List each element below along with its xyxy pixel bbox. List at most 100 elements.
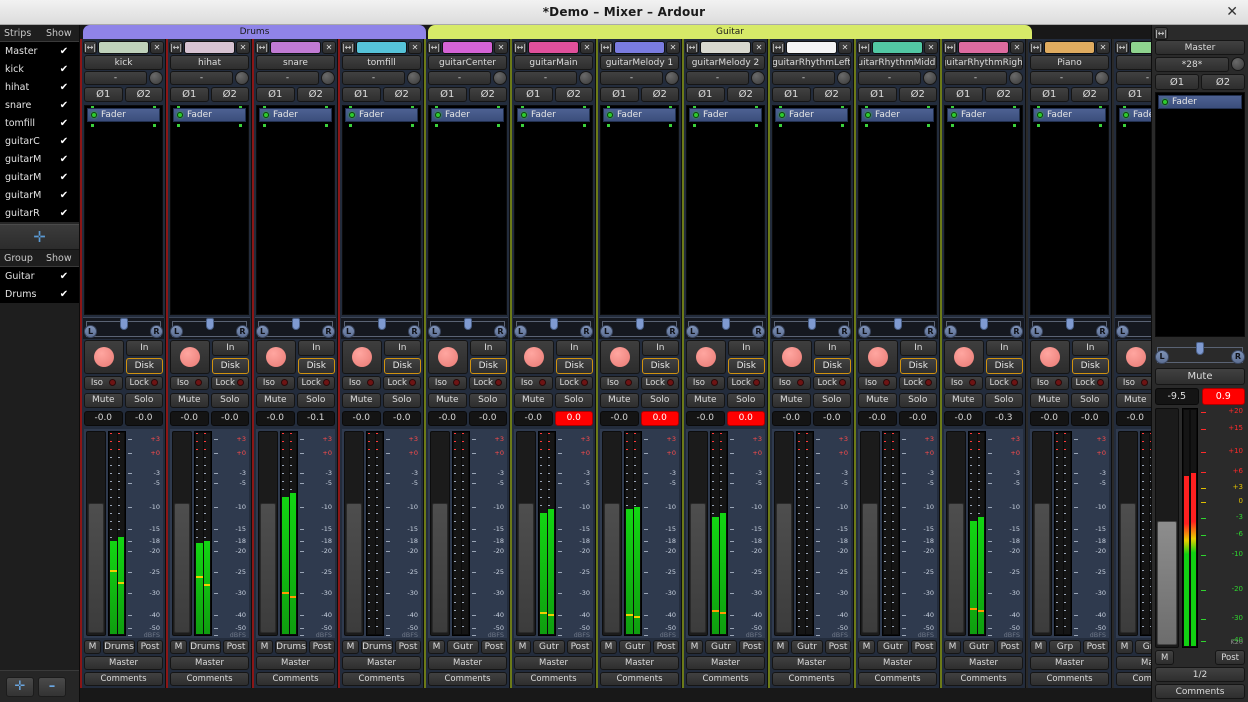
- strip-list-item[interactable]: guitarM ✔: [0, 150, 79, 168]
- solo-button[interactable]: Solo: [812, 392, 851, 408]
- trim-knob[interactable]: [407, 71, 421, 85]
- strip-color-swatch[interactable]: [270, 40, 321, 54]
- strip-color-swatch[interactable]: [786, 40, 837, 54]
- comments-button[interactable]: Comments: [514, 672, 593, 686]
- fader-cap[interactable]: [948, 502, 964, 633]
- trim-knob[interactable]: [1095, 71, 1109, 85]
- strip-color-swatch[interactable]: [184, 40, 235, 54]
- strip-visible-checkbox[interactable]: ✔: [59, 45, 69, 57]
- master-processor-box[interactable]: Fader: [1155, 92, 1245, 337]
- solo-lock-button[interactable]: Lock: [1070, 375, 1109, 390]
- meter-point-button[interactable]: Post: [567, 640, 593, 654]
- output-button[interactable]: Master: [84, 656, 163, 670]
- meter-point-button[interactable]: Post: [395, 640, 421, 654]
- metering-button[interactable]: M: [170, 640, 187, 654]
- strip-input-button[interactable]: -: [944, 71, 1007, 85]
- peak-display[interactable]: 0.0: [640, 410, 679, 426]
- record-arm-button[interactable]: [84, 339, 124, 374]
- strip-list-item[interactable]: Master ✔: [0, 42, 79, 60]
- gain-display[interactable]: -0.0: [686, 410, 725, 426]
- strip-visible-checkbox[interactable]: ✔: [59, 63, 69, 75]
- output-button[interactable]: Master: [944, 656, 1023, 670]
- group-tab[interactable]: Drums: [83, 25, 426, 39]
- strip-input-button[interactable]: -: [256, 71, 319, 85]
- strip-width-icon[interactable]: |↔|: [169, 40, 183, 54]
- trim-knob[interactable]: [1009, 71, 1023, 85]
- panner-right-label[interactable]: R: [924, 324, 937, 338]
- panner-handle[interactable]: [721, 317, 730, 330]
- gain-fader[interactable]: [1118, 430, 1138, 636]
- panner-left-label[interactable]: L: [600, 324, 613, 338]
- panner-right-label[interactable]: R: [236, 324, 249, 338]
- group-button[interactable]: Drums: [361, 640, 393, 654]
- processor-fader[interactable]: Fader: [259, 108, 332, 122]
- output-button[interactable]: Master: [170, 656, 249, 670]
- strip-list-item[interactable]: hihat ✔: [0, 78, 79, 96]
- solo-iso-button[interactable]: Iso: [686, 375, 725, 390]
- processor-box[interactable]: Fader: [1116, 105, 1151, 315]
- record-arm-button[interactable]: [600, 339, 640, 374]
- meter-point-button[interactable]: Post: [911, 640, 937, 654]
- processor-box[interactable]: Fader: [1030, 105, 1109, 315]
- strip-close-icon[interactable]: ✕: [1010, 40, 1024, 54]
- output-button[interactable]: Master: [772, 656, 851, 670]
- solo-lock-button[interactable]: Lock: [640, 375, 679, 390]
- group-button[interactable]: Gutr: [877, 640, 909, 654]
- strip-phase2-button[interactable]: Ø2: [210, 87, 249, 102]
- record-arm-button[interactable]: [1116, 339, 1151, 374]
- group-tab[interactable]: Guitar: [428, 25, 1032, 39]
- strip-phase1-button[interactable]: Ø1: [772, 87, 811, 102]
- fader-cap[interactable]: [174, 502, 190, 633]
- group-visible-checkbox[interactable]: ✔: [59, 270, 69, 282]
- strip-visible-checkbox[interactable]: ✔: [59, 171, 69, 183]
- master-metering-button[interactable]: M: [1155, 650, 1175, 665]
- gain-display[interactable]: -0.0: [600, 410, 639, 426]
- strip-phase1-button[interactable]: Ø1: [428, 87, 467, 102]
- metering-button[interactable]: M: [944, 640, 961, 654]
- comments-button[interactable]: Comments: [944, 672, 1023, 686]
- mute-button[interactable]: Mute: [600, 392, 639, 408]
- gain-display[interactable]: -0.0: [342, 410, 381, 426]
- record-arm-button[interactable]: [428, 339, 468, 374]
- group-button[interactable]: Gutr: [447, 640, 479, 654]
- add-group-button[interactable]: ✛: [6, 676, 34, 697]
- fader-cap[interactable]: [1034, 502, 1050, 633]
- mute-button[interactable]: Mute: [1030, 392, 1069, 408]
- metering-button[interactable]: M: [514, 640, 531, 654]
- strip-name-button[interactable]: guitarMelody 1: [600, 55, 679, 70]
- monitor-disk-button[interactable]: Disk: [813, 357, 851, 374]
- strip-list-item[interactable]: guitarM ✔: [0, 168, 79, 186]
- strip-close-icon[interactable]: ✕: [1096, 40, 1110, 54]
- processor-box[interactable]: Fader: [256, 105, 335, 315]
- processor-active-led[interactable]: [263, 112, 269, 118]
- record-arm-button[interactable]: [1030, 339, 1070, 374]
- strip-width-icon[interactable]: |↔|: [255, 40, 269, 54]
- strip-width-icon[interactable]: |↔|: [685, 40, 699, 54]
- processor-active-led[interactable]: [1123, 112, 1129, 118]
- panner-handle[interactable]: [1065, 317, 1074, 330]
- solo-button[interactable]: Solo: [554, 392, 593, 408]
- solo-button[interactable]: Solo: [468, 392, 507, 408]
- comments-button[interactable]: Comments: [1116, 672, 1151, 686]
- strip-input-button[interactable]: -: [514, 71, 577, 85]
- strip-color-swatch[interactable]: [1130, 40, 1151, 54]
- output-button[interactable]: Master: [686, 656, 765, 670]
- panner-handle[interactable]: [377, 317, 386, 330]
- strip-close-icon[interactable]: ✕: [322, 40, 336, 54]
- monitor-disk-button[interactable]: Disk: [383, 357, 421, 374]
- metering-button[interactable]: M: [1116, 640, 1133, 654]
- strips-list[interactable]: Master ✔ kick ✔ hihat ✔ snare ✔ tomfill ✔ guitarC ✔…: [0, 42, 79, 222]
- strip-width-icon[interactable]: |↔|: [341, 40, 355, 54]
- group-list[interactable]: Guitar ✔ Drums ✔: [0, 267, 79, 303]
- panner-handle[interactable]: [291, 317, 300, 330]
- meter-point-button[interactable]: Post: [653, 640, 679, 654]
- strip-phase1-button[interactable]: Ø1: [858, 87, 897, 102]
- strip-close-icon[interactable]: ✕: [666, 40, 680, 54]
- solo-iso-button[interactable]: Iso: [514, 375, 553, 390]
- solo-iso-button[interactable]: Iso: [858, 375, 897, 390]
- gain-display[interactable]: -0.0: [428, 410, 467, 426]
- peak-display[interactable]: -0.0: [812, 410, 851, 426]
- processor-active-led[interactable]: [865, 112, 871, 118]
- master-gain-display[interactable]: -9.5: [1155, 387, 1199, 405]
- processor-fader[interactable]: Fader: [1033, 108, 1106, 122]
